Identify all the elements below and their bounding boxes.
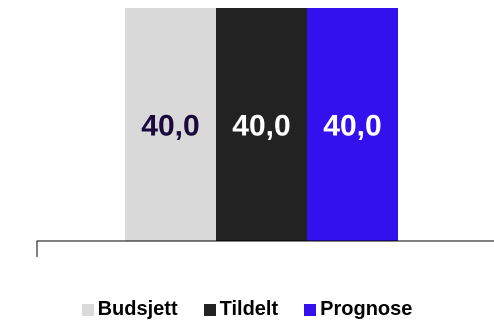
legend: Budsjett Tildelt Prognose — [0, 298, 494, 321]
legend-item-tildelt: Tildelt — [203, 298, 279, 321]
legend-swatch-prognose — [304, 303, 317, 316]
bar-budsjett — [125, 8, 216, 241]
bar-prognose — [307, 8, 398, 241]
value-label-prognose: 40,0 — [323, 110, 381, 143]
x-axis-line — [36, 240, 494, 257]
legend-item-prognose: Prognose — [304, 298, 412, 321]
legend-label-prognose: Prognose — [320, 298, 413, 320]
value-label-tildelt: 40,0 — [232, 110, 290, 143]
legend-item-budsjett: Budsjett — [81, 298, 178, 321]
legend-label-tildelt: Tildelt — [219, 298, 279, 320]
value-label-budsjett: 40,0 — [141, 110, 199, 143]
legend-swatch-tildelt — [203, 303, 216, 316]
legend-label-budsjett: Budsjett — [97, 298, 178, 320]
legend-swatch-budsjett — [81, 303, 94, 316]
bar-tildelt — [216, 8, 307, 241]
